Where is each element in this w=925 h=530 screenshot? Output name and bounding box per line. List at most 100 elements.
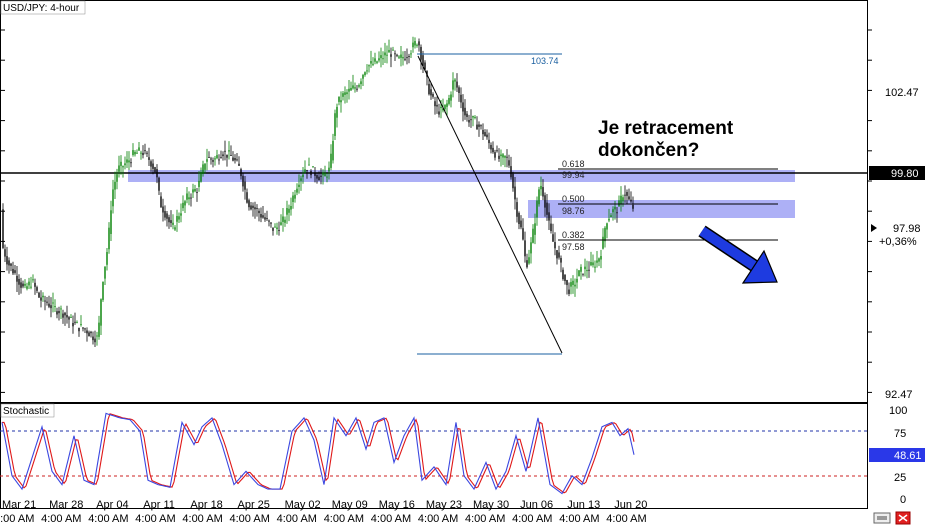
candle-body [56, 311, 58, 315]
change-label: +0,36% [879, 236, 917, 248]
candle-body [102, 281, 104, 300]
candle-body [128, 160, 130, 163]
fib-500-ratio: 0.500 [562, 194, 585, 204]
candle-body [496, 150, 498, 152]
candle-body [292, 195, 294, 203]
candle-body [438, 111, 440, 115]
time-label: 4:00 AM [230, 513, 270, 525]
candle-body [248, 200, 250, 208]
candle-body [584, 266, 586, 270]
time-label: 4:00 AM [324, 513, 364, 525]
date-label: Apr 18 [190, 499, 222, 511]
candle-body [84, 328, 86, 330]
candle-body [232, 157, 234, 161]
price-label-high: 102.47 [885, 87, 919, 99]
candle-body [150, 161, 152, 167]
candle-body [444, 104, 446, 109]
candle-body [386, 54, 388, 56]
candle-body [378, 58, 380, 61]
scroll-control-icon[interactable] [873, 512, 891, 524]
candle-body [538, 189, 540, 205]
candle-body [494, 152, 496, 158]
candle-body [358, 85, 360, 87]
candle-body [290, 206, 292, 210]
candle-body [54, 306, 56, 308]
resistance-zone [128, 170, 795, 182]
candle-body [228, 150, 230, 152]
candle-body [270, 222, 272, 224]
candle-body [474, 117, 476, 119]
candle-body [486, 134, 488, 138]
candle-body [522, 228, 524, 240]
candle-body [274, 226, 276, 228]
candle-body [392, 49, 394, 51]
candle-body [250, 205, 252, 210]
candle-body [180, 213, 182, 216]
candle-body [506, 156, 508, 158]
candle-body [124, 163, 126, 166]
candle-body [546, 202, 548, 215]
candle-body [62, 313, 64, 318]
candle-body [64, 312, 66, 316]
candle-body [502, 154, 504, 158]
candle-body [324, 173, 326, 177]
candle-body [594, 266, 596, 268]
candle-body [152, 163, 154, 169]
time-label: 4:00 AM [371, 513, 411, 525]
candle-body [478, 124, 480, 127]
candle-body [592, 262, 594, 266]
candle-body [90, 331, 92, 334]
stoch-current-badge [869, 448, 925, 462]
candle-body [302, 174, 304, 178]
candle-body [72, 322, 74, 327]
time-label: 4:00 AM [559, 513, 599, 525]
candle-body [398, 56, 400, 58]
candle-body [230, 154, 232, 156]
candle-body [542, 187, 544, 197]
candle-body [572, 280, 574, 285]
candle-body [78, 327, 80, 332]
candle-body [80, 324, 82, 326]
candle-body [402, 56, 404, 59]
candle-body [626, 192, 628, 196]
candle-body [482, 129, 484, 135]
candle-body [464, 107, 466, 116]
candle-body [170, 220, 172, 224]
candle-body [182, 202, 184, 209]
candle-body [544, 195, 546, 208]
candle-body [186, 193, 188, 200]
candle-body [190, 197, 192, 199]
chart-title: USD/JPY: 4-hour [3, 3, 80, 14]
candle-body [132, 150, 134, 155]
candle-body [86, 330, 88, 334]
candle-body [172, 222, 174, 225]
candle-body [318, 176, 320, 181]
candle-body [210, 158, 212, 160]
close-icon[interactable] [895, 511, 911, 525]
candle-body [424, 62, 426, 70]
stoch-axis-75: 75 [894, 428, 906, 440]
candle-body [200, 172, 202, 182]
candle-body [460, 94, 462, 103]
candle-body [422, 55, 424, 66]
candle-body [158, 177, 160, 191]
candle-body [524, 240, 526, 257]
candle-body [298, 184, 300, 188]
candle-body [618, 200, 620, 207]
candle-body [608, 218, 610, 221]
candle-body [174, 227, 176, 230]
time-label: 4:00 AM [606, 513, 646, 525]
candle-body [364, 72, 366, 76]
candle-body [144, 150, 146, 152]
candle-body [514, 186, 516, 200]
candle-body [16, 275, 18, 282]
candle-body [470, 119, 472, 121]
candle-body [4, 249, 6, 257]
candle-body [534, 223, 536, 235]
candle-body [196, 192, 198, 194]
candle-body [610, 215, 612, 218]
candle-body [484, 132, 486, 137]
candle-body [462, 102, 464, 112]
candle-body [326, 176, 328, 178]
